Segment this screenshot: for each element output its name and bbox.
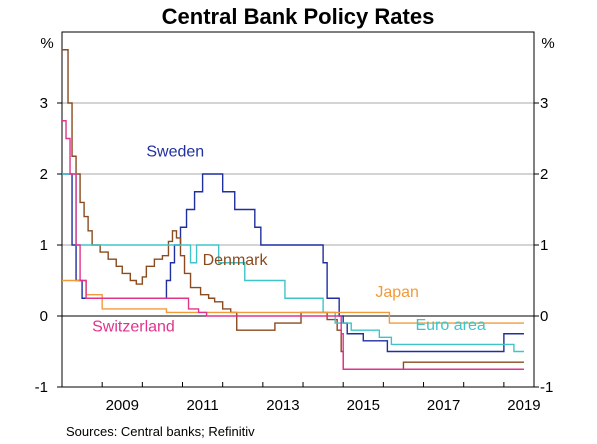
label-switzerland: Switzerland xyxy=(92,319,175,336)
x-tick-label: 2017 xyxy=(427,397,460,414)
y-tick-label-right: 2 xyxy=(540,166,548,183)
series-line-denmark xyxy=(62,49,524,370)
series-line-euro-area xyxy=(62,173,524,353)
label-sweden: Sweden xyxy=(146,143,204,160)
x-tick-label: 2019 xyxy=(507,397,540,414)
series-lines xyxy=(62,49,524,370)
y-tick-label-right: 1 xyxy=(540,237,548,254)
y-axis-right: -1 0 1 2 3 xyxy=(534,95,553,396)
y-tick-label-left: 3 xyxy=(40,95,48,112)
series-labels: Sweden Denmark Japan Euro area Switzerland xyxy=(92,143,486,335)
series-line-switzerland xyxy=(62,120,524,370)
x-axis: 2009 2011 2013 2015 2017 2019 xyxy=(61,382,541,414)
y-tick-label-right: 3 xyxy=(540,95,548,112)
y-tick-label-right: 0 xyxy=(540,308,548,325)
label-denmark: Denmark xyxy=(203,252,269,269)
y-tick-label-right: -1 xyxy=(540,379,553,396)
plot-frame xyxy=(61,31,535,388)
x-tick-label: 2011 xyxy=(186,397,218,414)
y-axis-left: -1 0 1 2 3 xyxy=(35,95,62,396)
x-tick-label: 2015 xyxy=(347,397,380,414)
y-tick-label-left: 0 xyxy=(40,308,48,325)
y-tick-label-left: 2 xyxy=(40,166,48,183)
gridlines xyxy=(62,102,534,317)
x-tick-label: 2013 xyxy=(266,397,299,414)
y-tick-label-left: 1 xyxy=(40,237,48,254)
y-unit-left: % xyxy=(40,35,53,52)
label-euro-area: Euro area xyxy=(415,317,485,334)
label-japan: Japan xyxy=(375,284,419,301)
chart-title: Central Bank Policy Rates xyxy=(162,4,435,29)
y-tick-label-left: -1 xyxy=(35,379,48,396)
y-unit-right: % xyxy=(541,35,554,52)
x-tick-label: 2009 xyxy=(106,397,139,414)
source-note: Sources: Central banks; Refinitiv xyxy=(66,424,255,439)
